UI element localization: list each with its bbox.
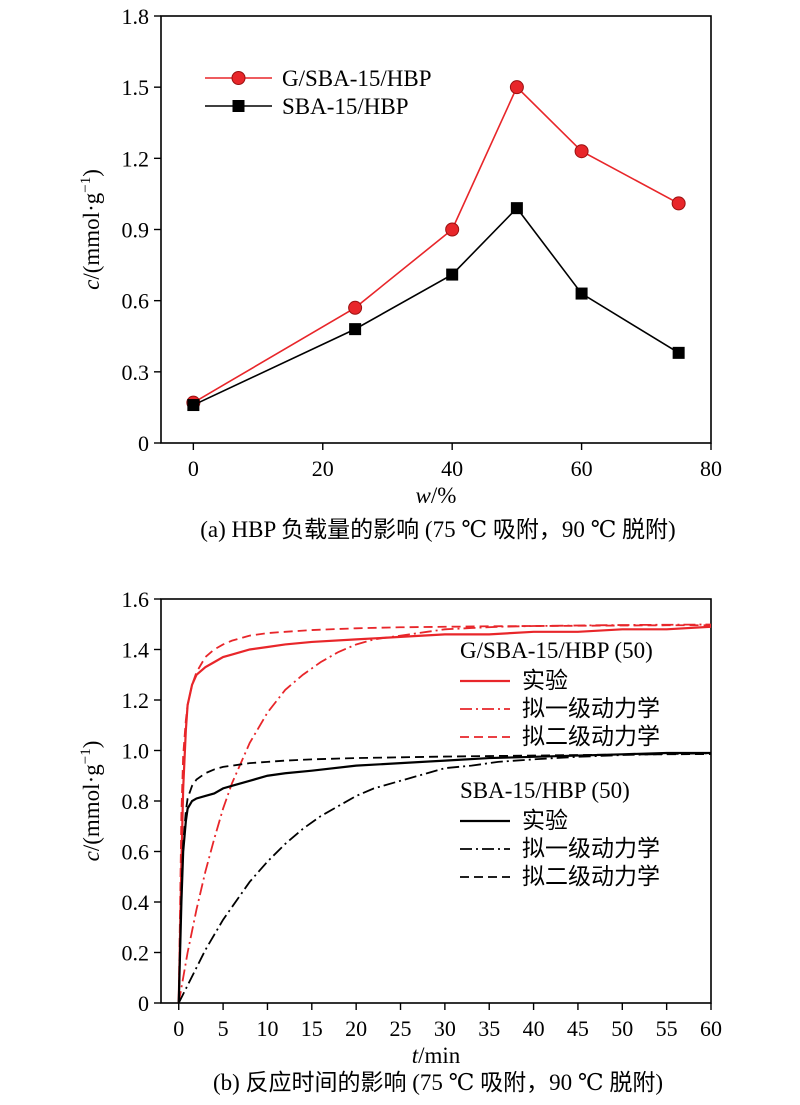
- legend-label: G/SBA-15/HBP: [282, 66, 432, 91]
- legend-group-title: G/SBA-15/HBP (50): [460, 638, 653, 663]
- x-tick-label: 15: [301, 1016, 323, 1041]
- curve-g-sba-15-hbp-dashdot: [177, 623, 712, 1004]
- y-tick-label: 0.3: [122, 360, 150, 385]
- data-point-circle: [509, 80, 524, 95]
- y-axis-label: c/(mmol·g−1): [78, 169, 104, 290]
- legend-label: 拟一级动力学: [522, 696, 660, 721]
- x-tick-label: 55: [656, 1016, 678, 1041]
- legend-label: SBA-15/HBP: [282, 94, 409, 119]
- y-tick-label: 0.6: [122, 289, 150, 314]
- series-line-g-sba-15-hbp: [192, 85, 680, 404]
- curve-g-sba-15-hbp-solid: [177, 625, 712, 1004]
- curve-sba-15-hbp-dashed: [177, 753, 712, 1004]
- legend-group-title: SBA-15/HBP (50): [460, 778, 630, 803]
- legend-label: 实验: [522, 668, 568, 693]
- chart-a-hbp-loading: 0 20 40 60 80 0 0.3 0.6 0.9 1.2 1.5 1.8 w/% c/(mmol·g…: [78, 4, 722, 542]
- y-tick-label: 1.0: [122, 739, 150, 764]
- x-tick-label: 5: [218, 1016, 229, 1041]
- x-tick-label: 0: [173, 1016, 184, 1041]
- data-point-square: [510, 202, 523, 215]
- data-point-square: [575, 287, 588, 300]
- x-tick-label: 60: [700, 1016, 722, 1041]
- caption-b: (b) 反应时间的影响 (75 ℃ 吸附，90 ℃ 脱附): [213, 1070, 663, 1095]
- x-tick-label: 35: [478, 1016, 500, 1041]
- legend-label: 拟二级动力学: [522, 864, 660, 889]
- legend-marker-square: [232, 100, 245, 112]
- y-tick-label: 0.8: [122, 789, 150, 814]
- legend-label: 拟二级动力学: [522, 724, 660, 749]
- data-point-square: [672, 346, 685, 359]
- legend-marker-circle: [231, 71, 246, 85]
- curve-sba-15-hbp-solid: [177, 751, 711, 1004]
- x-axis-label: t/min: [412, 1043, 461, 1068]
- x-tick-label: 10: [256, 1016, 278, 1041]
- y-axis-label: c/(mmol·g−1): [78, 741, 104, 862]
- y-tick-label: 0: [138, 431, 149, 456]
- legend-label: 拟一级动力学: [522, 836, 660, 861]
- series-line-sba-15-hbp: [193, 206, 680, 406]
- y-tick-label: 1.4: [122, 638, 150, 663]
- data-point-circle: [574, 144, 589, 159]
- x-tick-label: 80: [700, 456, 722, 481]
- data-point-square: [187, 399, 200, 412]
- y-tick-label: 1.5: [122, 75, 150, 100]
- y-tick-label: 1.6: [122, 587, 150, 612]
- y-tick-label: 1.2: [122, 688, 150, 713]
- y-tick-label: 0: [138, 991, 149, 1016]
- data-point-square: [349, 323, 362, 336]
- data-point-circle: [348, 300, 363, 315]
- x-tick-label: 60: [571, 456, 593, 481]
- y-tick-label: 0.6: [122, 840, 150, 865]
- x-tick-label: 45: [567, 1016, 589, 1041]
- x-tick-label: 20: [345, 1016, 367, 1041]
- x-tick-label: 30: [434, 1016, 456, 1041]
- chart-b-reaction-time: 0 5 10 15 20 25 30 35 40 45 50 55 60 0 0.2 0.4 0.6 0.8 1.0…: [78, 587, 722, 1095]
- data-point-circle: [445, 222, 460, 237]
- curve-sba-15-hbp-dashdot: [177, 752, 712, 1004]
- x-tick-label: 0: [188, 456, 199, 481]
- x-tick-label: 40: [441, 456, 463, 481]
- curve-g-sba-15-hbp-dashed: [177, 624, 711, 1004]
- y-tick-label: 1.8: [122, 4, 150, 29]
- y-tick-label: 0.9: [122, 218, 150, 243]
- x-tick-label: 20: [312, 456, 334, 481]
- y-tick-label: 1.2: [122, 146, 150, 171]
- x-tick-label: 50: [611, 1016, 633, 1041]
- x-axis-label: w/%: [416, 483, 457, 508]
- x-tick-label: 40: [523, 1016, 545, 1041]
- y-tick-label: 0.4: [122, 890, 150, 915]
- y-tick-label: 0.2: [122, 941, 150, 966]
- legend-label: 实验: [522, 808, 568, 833]
- data-point-circle: [671, 196, 686, 211]
- caption-a: (a) HBP 负载量的影响 (75 ℃ 吸附，90 ℃ 脱附): [200, 517, 675, 542]
- data-point-square: [446, 268, 459, 281]
- x-tick-label: 25: [390, 1016, 412, 1041]
